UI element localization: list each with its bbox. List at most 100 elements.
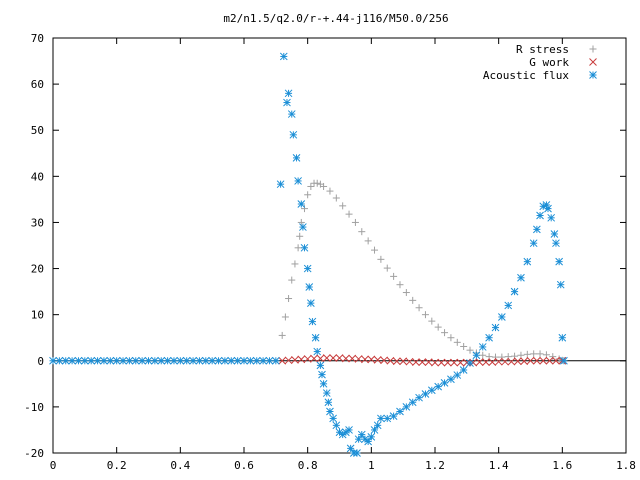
x-tick-label: 0.2: [107, 459, 127, 472]
data-point: [421, 311, 429, 319]
data-point: [371, 246, 379, 254]
data-point: [479, 351, 487, 359]
data-point: [523, 350, 531, 358]
data-point: [329, 354, 337, 362]
data-point: [539, 356, 548, 365]
data-point: [214, 356, 223, 365]
data-point: [373, 356, 382, 364]
data-point: [520, 357, 528, 366]
data-point: [157, 356, 166, 365]
data-point: [412, 358, 420, 367]
data-point: [303, 264, 312, 273]
data-point: [287, 110, 296, 118]
data-point: [353, 449, 361, 457]
y-tick-label: 70: [31, 32, 44, 45]
data-point: [308, 317, 317, 326]
data-point: [357, 430, 366, 439]
data-point: [208, 356, 217, 365]
data-point: [377, 414, 385, 423]
data-point: [326, 407, 334, 416]
data-point: [555, 257, 564, 266]
data-point: [316, 354, 325, 363]
data-point: [424, 358, 433, 367]
data-point: [386, 356, 395, 365]
data-point: [434, 382, 443, 391]
data-point: [80, 356, 89, 365]
data-point: [306, 299, 315, 307]
data-point: [472, 351, 481, 360]
data-point: [233, 356, 242, 365]
data-point: [560, 356, 568, 365]
data-point: [396, 407, 404, 416]
data-point: [324, 398, 333, 407]
data-point: [240, 356, 248, 365]
data-point: [501, 357, 509, 366]
data-point: [427, 386, 436, 395]
data-point: [466, 359, 474, 367]
data-point: [276, 180, 285, 189]
data-point: [390, 272, 398, 280]
data-point: [383, 414, 392, 423]
data-point: [399, 357, 408, 366]
data-point: [74, 356, 83, 365]
data-point: [552, 356, 560, 365]
data-point: [373, 421, 382, 430]
data-point: [459, 366, 468, 374]
data-point: [380, 356, 388, 365]
data-point: [466, 346, 474, 354]
data-point: [339, 202, 347, 210]
data-point: [402, 289, 410, 297]
data-point: [421, 390, 430, 398]
data-point: [311, 333, 320, 342]
data-point: [201, 356, 210, 365]
data-point: [447, 334, 455, 342]
data-point: [498, 353, 506, 361]
data-point: [547, 213, 556, 222]
data-point: [434, 323, 442, 331]
data-point: [482, 358, 490, 367]
data-point: [182, 356, 191, 365]
data-point: [526, 356, 535, 365]
data-point: [342, 354, 350, 363]
data-point: [346, 444, 355, 453]
data-point: [549, 353, 557, 361]
data-point: [377, 255, 385, 263]
data-point: [288, 276, 296, 284]
data-point: [550, 230, 559, 238]
data-point: [460, 342, 468, 350]
data-point: [494, 357, 503, 366]
data-point: [370, 426, 379, 434]
data-point: [488, 358, 497, 367]
data-point: [456, 358, 465, 367]
legend-label: Acoustic flux: [483, 69, 569, 82]
data-point: [556, 280, 565, 289]
data-point: [497, 313, 506, 321]
data-point: [415, 304, 423, 312]
data-point: [447, 375, 455, 384]
data-point: [440, 379, 449, 387]
legend-label: R stress: [516, 43, 569, 56]
data-point: [402, 403, 411, 411]
data-point: [227, 356, 236, 365]
data-point: [49, 356, 57, 365]
x-tick-label: 1.6: [552, 459, 572, 472]
data-point: [125, 356, 134, 365]
data-point: [332, 421, 341, 430]
data-point: [300, 243, 309, 252]
data-point: [453, 338, 461, 346]
legend-marker: [589, 45, 597, 53]
data-point: [246, 356, 255, 365]
data-point: [437, 358, 446, 367]
data-point: [310, 354, 318, 363]
data-point: [478, 343, 487, 351]
data-point: [297, 355, 306, 364]
y-tick-label: 60: [31, 78, 44, 91]
data-point: [392, 357, 401, 366]
data-point: [431, 358, 439, 367]
data-point: [297, 200, 306, 208]
data-point: [345, 210, 353, 218]
data-point: [320, 182, 328, 190]
data-point: [144, 356, 153, 365]
